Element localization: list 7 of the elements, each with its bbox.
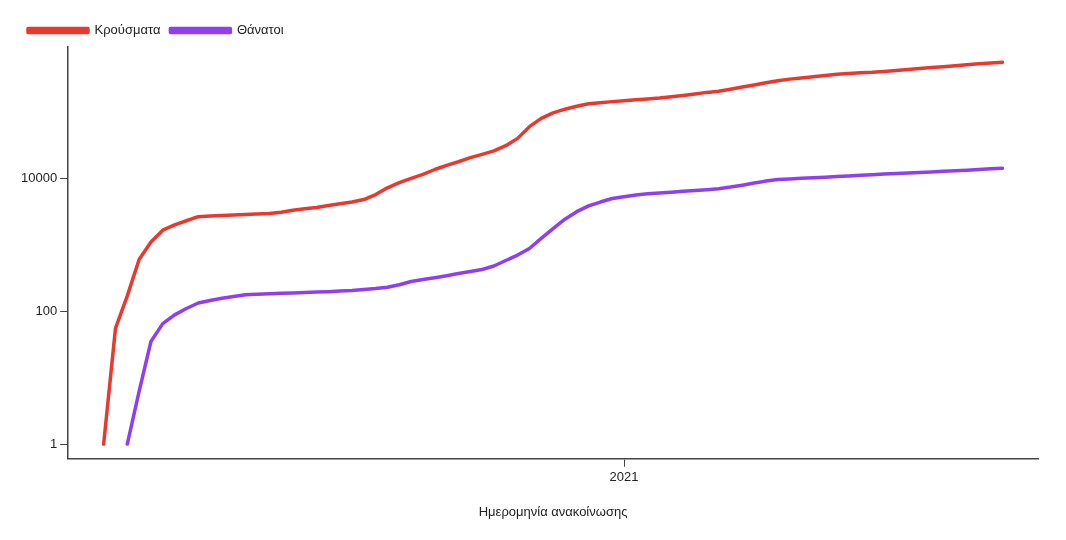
legend-label: Κρούσματα bbox=[94, 22, 161, 38]
x-axis-title: Ημερομηνία ανακοίνωσης bbox=[478, 503, 628, 519]
x-tick-label: 2021 bbox=[609, 469, 639, 485]
y-tick-label: 100 bbox=[35, 302, 58, 318]
legend-label: Θάνατοι bbox=[236, 22, 284, 38]
y-tick-label: 10000 bbox=[20, 169, 58, 185]
y-tick-label: 1 bbox=[49, 435, 58, 451]
